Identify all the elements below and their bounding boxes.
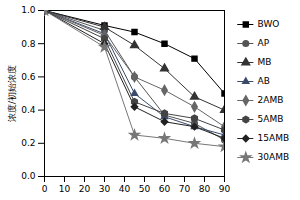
svg-text:0.0: 0.0 bbox=[21, 171, 36, 181]
svg-text:70: 70 bbox=[179, 184, 191, 194]
svg-text:0.4: 0.4 bbox=[21, 105, 36, 115]
svg-text:AB: AB bbox=[258, 76, 270, 86]
svg-text:2AMB: 2AMB bbox=[258, 95, 284, 105]
svg-text:20: 20 bbox=[79, 184, 91, 194]
svg-text:MB: MB bbox=[258, 57, 272, 67]
svg-text:90: 90 bbox=[219, 184, 231, 194]
svg-text:0.8: 0.8 bbox=[21, 39, 36, 49]
svg-text:40: 40 bbox=[119, 184, 131, 194]
svg-text:10: 10 bbox=[59, 184, 71, 194]
svg-text:30: 30 bbox=[99, 184, 111, 194]
svg-text:30AMB: 30AMB bbox=[258, 152, 290, 162]
svg-text:浓度/初始浓度: 浓度/初始浓度 bbox=[7, 65, 17, 122]
svg-text:60: 60 bbox=[159, 184, 171, 194]
svg-text:80: 80 bbox=[199, 184, 211, 194]
svg-text:5AMB: 5AMB bbox=[258, 114, 284, 124]
svg-text:0: 0 bbox=[42, 184, 48, 194]
svg-text:50: 50 bbox=[139, 184, 151, 194]
svg-text:15AMB: 15AMB bbox=[258, 133, 290, 143]
svg-text:1.0: 1.0 bbox=[21, 5, 36, 15]
svg-text:0.6: 0.6 bbox=[21, 72, 36, 82]
svg-text:AP: AP bbox=[258, 38, 270, 48]
svg-text:0.2: 0.2 bbox=[21, 138, 35, 148]
svg-text:BWO: BWO bbox=[258, 19, 280, 29]
